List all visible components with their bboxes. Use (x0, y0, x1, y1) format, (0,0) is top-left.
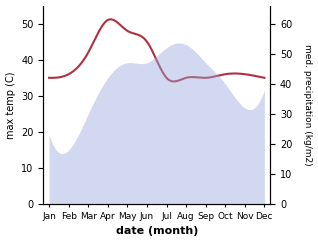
X-axis label: date (month): date (month) (115, 227, 198, 236)
Y-axis label: max temp (C): max temp (C) (5, 71, 16, 139)
Y-axis label: med. precipitation (kg/m2): med. precipitation (kg/m2) (303, 44, 313, 166)
